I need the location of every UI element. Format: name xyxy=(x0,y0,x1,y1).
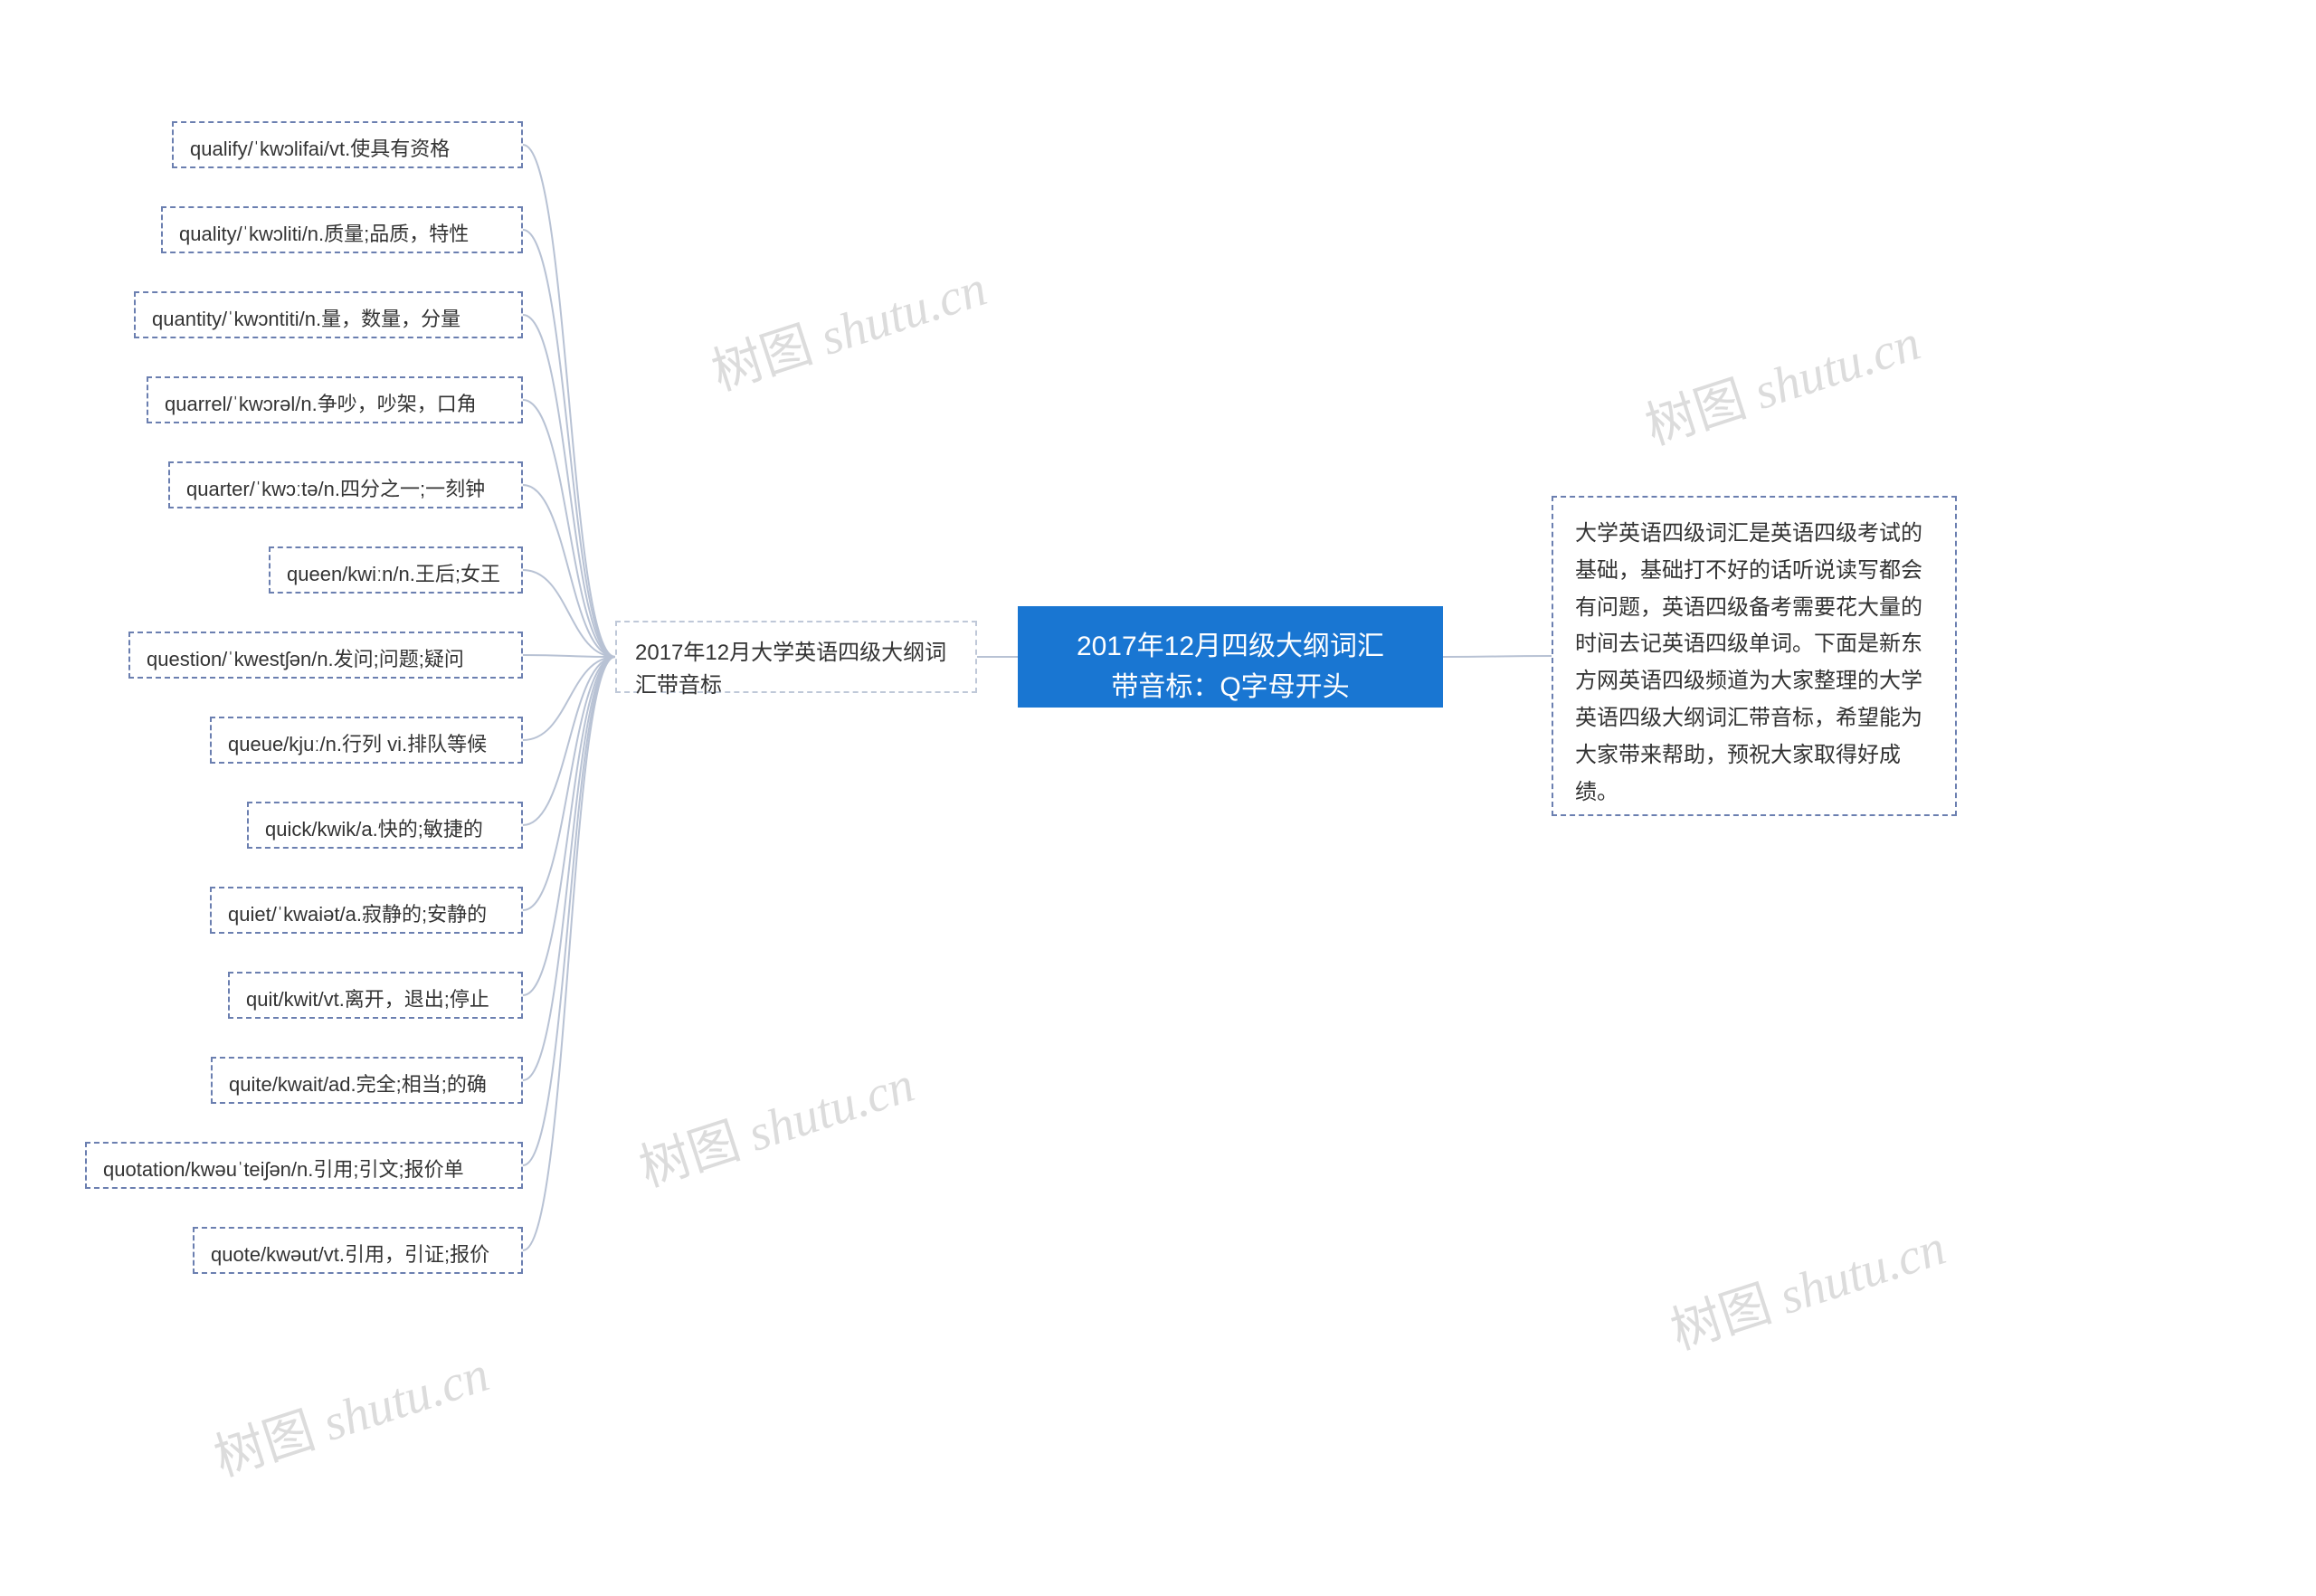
leaf-node: quite/kwait/ad.完全;相当;的确 xyxy=(211,1057,523,1104)
watermark: 树图 shutu.cn xyxy=(701,247,994,404)
right-description-node: 大学英语四级词汇是英语四级考试的基础，基础打不好的话听说读写都会有问题，英语四级… xyxy=(1552,496,1957,816)
leaf-node: quarrel/ˈkwɔrəl/n.争吵，吵架，口角 xyxy=(147,376,523,423)
leaf-node: quantity/ˈkwɔntiti/n.量，数量，分量 xyxy=(134,291,523,338)
leaf-node: question/ˈkwestʃən/n.发问;问题;疑问 xyxy=(128,632,523,679)
leaf-node: queen/kwiːn/n.王后;女王 xyxy=(269,546,523,594)
watermark: 树图 shutu.cn xyxy=(1660,1206,1953,1363)
leaf-node: quarter/ˈkwɔːtə/n.四分之一;一刻钟 xyxy=(168,461,523,508)
leaf-node: quiet/ˈkwaiət/a.寂静的;安静的 xyxy=(210,887,523,934)
watermark: 树图 shutu.cn xyxy=(1635,301,1928,459)
leaf-node: qualify/ˈkwɔlifai/vt.使具有资格 xyxy=(172,121,523,168)
watermark: 树图 shutu.cn xyxy=(204,1333,497,1490)
leaf-node: quality/ˈkwɔliti/n.质量;品质，特性 xyxy=(161,206,523,253)
leaf-node: quit/kwit/vt.离开，退出;停止 xyxy=(228,972,523,1019)
leaf-node: quick/kwik/a.快的;敏捷的 xyxy=(247,802,523,849)
center-node: 2017年12月四级大纲词汇带音标：Q字母开头 xyxy=(1018,606,1443,708)
leaf-node: queue/kjuː/n.行列 vi.排队等候 xyxy=(210,717,523,764)
leaf-node: quote/kwəut/vt.引用，引证;报价 xyxy=(193,1227,523,1274)
left-parent-node: 2017年12月大学英语四级大纲词汇带音标 xyxy=(615,621,977,693)
leaf-node: quotation/kwəuˈteiʃən/n.引用;引文;报价单 xyxy=(85,1142,523,1189)
watermark: 树图 shutu.cn xyxy=(629,1043,922,1201)
